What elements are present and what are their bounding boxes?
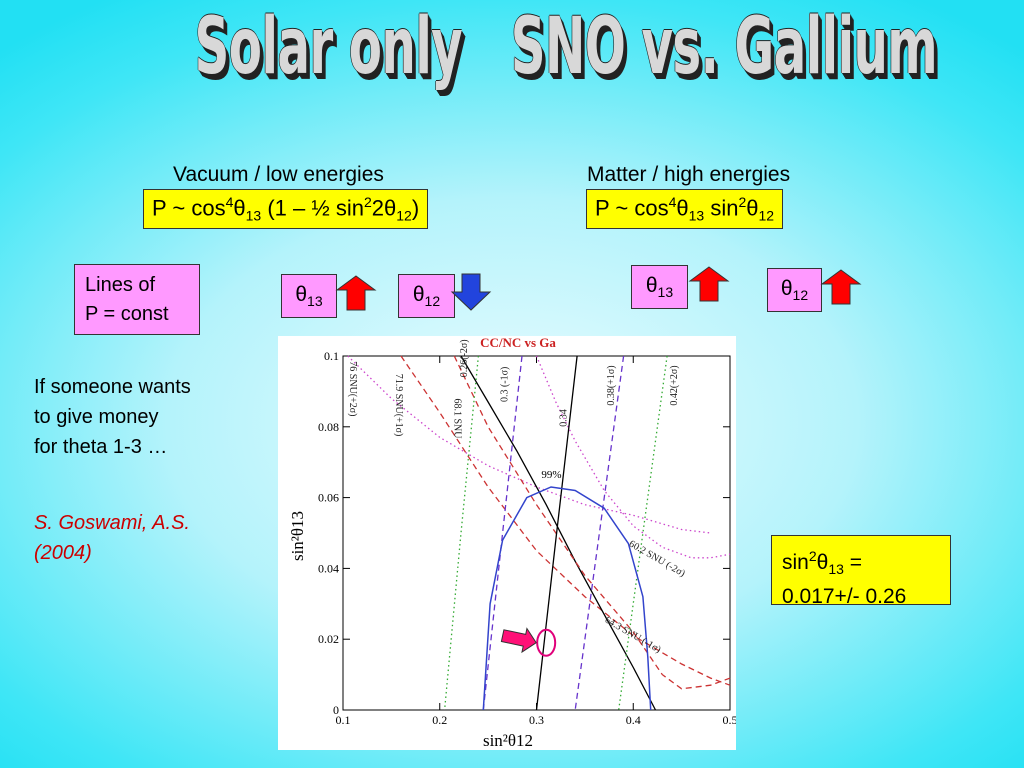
formula-sub: 12 — [758, 207, 775, 224]
y-tick-label: 0.04 — [318, 561, 339, 575]
curve-76-snu-2- — [347, 355, 711, 534]
formula-exp: 2 — [738, 194, 747, 210]
curve-0-38-1- — [574, 355, 625, 711]
result-exp: 2 — [808, 548, 817, 564]
note-line: for theta 1-3 … — [34, 436, 168, 458]
formula-exp: 4 — [225, 194, 234, 210]
x-tick-label: 0.5 — [723, 713, 737, 727]
curve-label: 76 SNU(+2σ) — [347, 361, 358, 416]
citation: S. Goswami, A.S. (2004) — [34, 508, 190, 568]
contour-99-percent — [482, 486, 652, 711]
formula-sub: 12 — [396, 207, 412, 224]
formula-exp: 2 — [363, 194, 372, 210]
theta-symbol: θ — [676, 195, 689, 221]
y-tick-label: 0 — [333, 703, 339, 717]
result-text: sin — [782, 551, 809, 574]
curve-0-42-2- — [618, 355, 668, 711]
contour-label: 99% — [541, 469, 561, 481]
x-axis-label: sin²θ12 — [483, 731, 533, 750]
curve-71-9-snu-1- — [400, 355, 731, 686]
curve-0-34 — [535, 355, 578, 711]
matter-heading: Matter / high energies — [587, 163, 791, 186]
theta-sub: 13 — [307, 293, 323, 310]
theta-symbol: θ — [780, 277, 793, 300]
formula-text: ) — [411, 195, 420, 221]
result-text: = — [843, 551, 863, 574]
lines-of-constant-p-box: Lines of P = const — [74, 264, 200, 335]
arrow-down-icon — [450, 273, 492, 311]
curve-label: 0.3 (-1σ) — [499, 367, 510, 402]
theta-symbol: θ — [412, 283, 425, 306]
theta13-badge: θ13 — [281, 274, 337, 318]
vacuum-heading: Vacuum / low energies — [173, 163, 384, 186]
formula-text: P ~ cos — [152, 195, 226, 221]
theta12-badge: θ12 — [398, 274, 455, 318]
result-box: sin2θ13 = 0.017+/- 0.26 — [771, 535, 951, 608]
y-tick-label: 0.06 — [318, 491, 339, 505]
slide-title: Solar only SNO vs. Gallium — [194, 2, 938, 92]
formula-text: sin — [704, 195, 739, 221]
theta-sub: 12 — [424, 293, 441, 310]
formula-sub: 13 — [245, 207, 262, 224]
curve-68-1-snu — [460, 355, 657, 711]
chart-svg: CC/NC vs Ga 0.1 0.2 0.3 0.4 0.5 0 0.02 0.04 0.06… — [288, 335, 738, 750]
formula-exp: 4 — [668, 194, 677, 210]
curve-label: 0.38(+1σ) — [606, 365, 617, 405]
curve-64-3-snu-1- — [453, 355, 731, 690]
y-tick-label: 0.02 — [318, 632, 339, 646]
citation-line: (2004) — [34, 542, 92, 564]
curve-label: 0.34 — [558, 409, 569, 427]
curve-label: 68.1 SNU — [451, 398, 462, 439]
curve-label: 0.42(+2σ) — [669, 365, 680, 405]
lines-box-line: Lines of — [85, 274, 156, 296]
curve-0-3-1- — [482, 355, 523, 711]
curve-0-26-2- — [443, 355, 480, 711]
result-formula: sin2θ13 = — [782, 542, 940, 583]
curve-label: 0.26(-2σ) — [459, 339, 470, 377]
formula-text: 2 — [371, 195, 384, 221]
formula-text: (1 – ½ sin — [261, 195, 364, 221]
chart-title: CC/NC vs Ga — [480, 336, 556, 350]
curve-label: 64.3 SNU (-1σ) — [603, 615, 663, 656]
x-tick-label: 0.4 — [626, 713, 641, 727]
curve-60-2-snu-2- — [535, 355, 731, 559]
theta-symbol: θ — [746, 195, 759, 221]
lines-box-line: P = const — [85, 303, 169, 325]
theta13-badge: θ13 — [631, 265, 688, 309]
arrow-up-icon — [820, 269, 862, 305]
x-tick-label: 0.2 — [432, 713, 447, 727]
theta-sub: 12 — [792, 287, 809, 304]
formula-sub: 13 — [688, 207, 705, 224]
result-sub: 13 — [828, 561, 844, 578]
formula-text: P ~ cos — [595, 195, 669, 221]
x-tick-label: 0.1 — [336, 713, 351, 727]
x-tick-label: 0.3 — [529, 713, 544, 727]
theta-sub: 13 — [657, 284, 674, 301]
citation-line: S. Goswami, A.S. — [34, 512, 190, 534]
theta-symbol: θ — [645, 274, 658, 297]
curve-label: 71.9 SNU(+1σ) — [393, 374, 404, 437]
note-line: If someone wants — [34, 376, 191, 398]
matter-formula-box: P ~ cos4θ13 sin2θ12 — [586, 189, 784, 229]
cc-nc-vs-ga-plot: CC/NC vs Ga 0.1 0.2 0.3 0.4 0.5 0 0.02 0.04 0.06… — [278, 335, 738, 750]
arrow-up-icon — [335, 275, 377, 311]
theta-symbol: θ — [233, 195, 246, 221]
theta-symbol: θ — [295, 283, 308, 306]
y-axis-label: sin²θ13 — [288, 511, 307, 561]
best-fit-arrow-icon — [500, 627, 537, 654]
arrow-up-icon — [688, 266, 730, 302]
funding-note: If someone wants to give money for theta… — [34, 372, 191, 462]
theta12-badge: θ12 — [767, 268, 822, 312]
theta-symbol: θ — [816, 551, 829, 574]
result-value: 0.017+/- 0.26 — [782, 585, 907, 609]
y-tick-label: 0.1 — [324, 349, 339, 363]
note-line: to give money — [34, 406, 159, 428]
y-tick-label: 0.08 — [318, 420, 339, 434]
theta-symbol: θ — [383, 195, 397, 221]
vacuum-formula-box: P ~ cos4θ13 (1 – ½ sin22θ12) — [143, 189, 429, 229]
best-fit-marker — [536, 628, 557, 657]
